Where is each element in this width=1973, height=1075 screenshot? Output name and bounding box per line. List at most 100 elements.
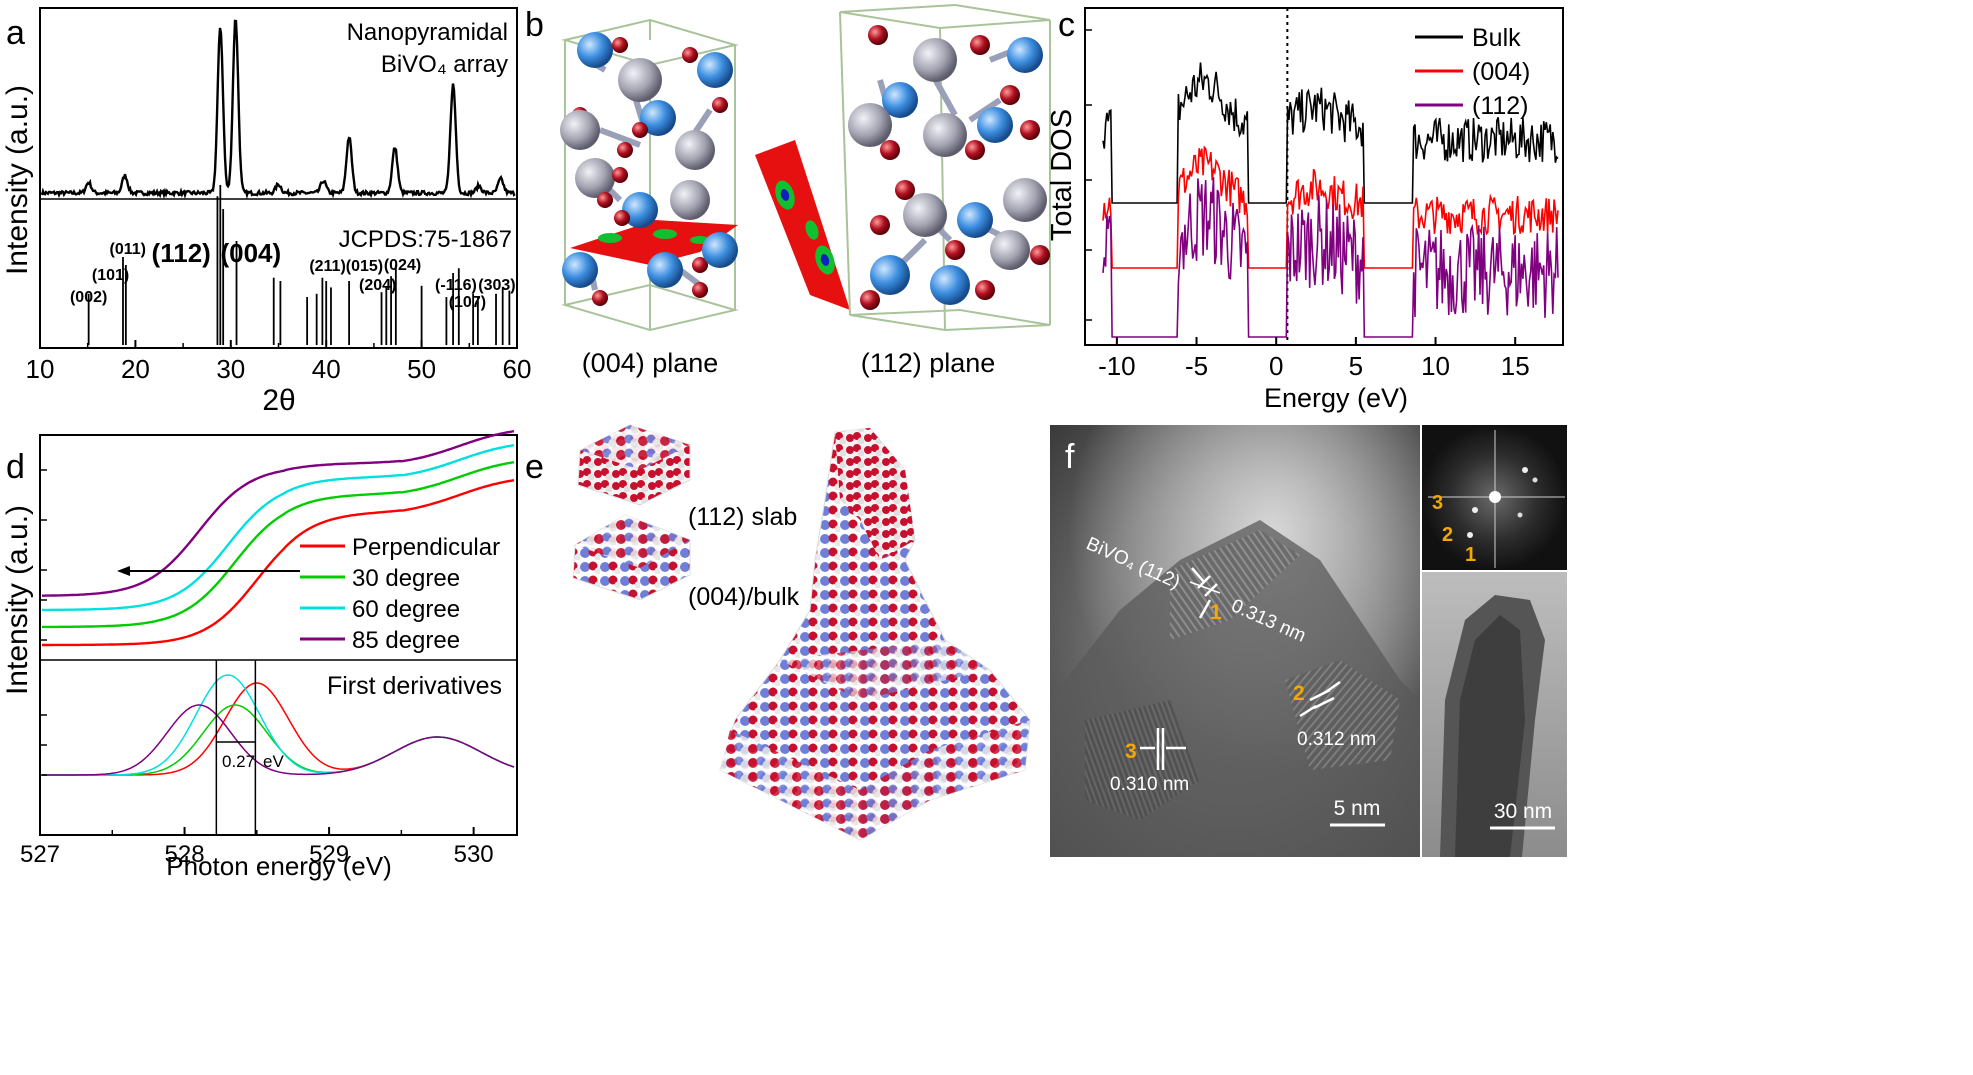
derivative-label: First derivatives: [327, 672, 502, 700]
panel-f: f BiVO₄ (112) 1 0.313 nm 2 0.312 nm 3 0.…: [1050, 425, 1567, 857]
fft-spot-2: 2: [1442, 524, 1453, 546]
hkl-annotations: (002) (101) (011) (112) (004) (211)(015) (204)…: [70, 238, 516, 311]
annotation-2: (011): [110, 241, 146, 258]
x-tick-label-a-5: 60: [503, 354, 532, 384]
shift-unit: eV: [263, 752, 284, 771]
spacing-label-2: 0.312 nm: [1297, 729, 1376, 750]
plane-004: [570, 220, 738, 265]
annotation-4: (004): [220, 238, 281, 268]
x-tick-label-c-1: -5: [1185, 351, 1208, 381]
lattice-fringes-3: [1085, 700, 1200, 820]
fft-spot-3: 3: [1432, 492, 1443, 514]
legend-c: Bulk (004) (112): [1415, 24, 1530, 120]
x-tick-label-a-1: 20: [121, 354, 150, 384]
spacing-label-3: 0.310 nm: [1110, 774, 1189, 795]
x-tick-label-d-1: 528: [165, 841, 205, 868]
annotation-9: (107): [449, 294, 486, 311]
annotation-10: (303): [478, 277, 515, 294]
x-tick-label-a-2: 30: [216, 354, 245, 384]
derivative-curves: [42, 674, 515, 776]
xanes-curve-1: [42, 461, 515, 629]
annotation-7: (024): [384, 257, 421, 274]
dos-112-line: [1102, 177, 1559, 338]
y-axis-label-c: Total DOS: [1046, 109, 1078, 241]
plot-frame-d: [39, 434, 518, 836]
fringe-number-3: 3: [1125, 740, 1137, 763]
dos-004-line: [1102, 145, 1559, 269]
y-axis-label-d: Intensity (a.u.): [1, 505, 34, 695]
y-axis-label-a: Intensity (a.u.): [1, 85, 34, 275]
panel-letter-c: c: [1058, 6, 1075, 44]
panel-letter-d: d: [6, 448, 25, 486]
panel-letter-f: f: [1065, 438, 1075, 476]
legend-label-004: (004): [1472, 58, 1530, 86]
legend-label-bulk: Bulk: [1472, 24, 1521, 52]
y-ticks-c: [1085, 29, 1092, 321]
x-tick-label-a-0: 10: [26, 354, 55, 384]
xanes-curve-0: [42, 479, 515, 647]
annotation-0: (002): [70, 289, 107, 306]
title-line1-a: Nanopyramidal: [347, 19, 508, 46]
panel-c: c Bulk (004) (112) -10 -5 0 5 10 15 Energy (e…: [1046, 6, 1564, 413]
x-axis-label-a: 2θ: [262, 384, 295, 417]
dos-bulk-line: [1102, 62, 1559, 204]
annotation-1: (101): [92, 267, 129, 284]
legend-label-d-3: 85 degree: [352, 627, 460, 654]
slab-004-model: [572, 514, 691, 601]
panel-a: a (002) (101) (011) (112) (004) (211)(015) (20…: [1, 7, 532, 417]
scale-label-main: 5 nm: [1334, 797, 1381, 820]
legend-label-d-1: 30 degree: [352, 565, 460, 592]
unit-cell-112: [839, 3, 1051, 332]
slab-112-model: [577, 424, 691, 506]
panel-b: b: [525, 3, 1051, 378]
xanes-curve-2: [42, 444, 515, 612]
x-tick-label-c-4: 10: [1421, 351, 1450, 381]
annotation-6: (204): [359, 277, 396, 294]
x-axis-label-d: Photon energy (eV): [166, 851, 391, 881]
x-tick-label-d-3: 530: [454, 841, 494, 868]
xanes-curve-3: [42, 430, 515, 597]
caption-112-plane: (112) plane: [861, 348, 996, 378]
annotation-3: (112): [152, 238, 211, 268]
fringe-number-1: 1: [1210, 601, 1222, 624]
x-ticks-a: 10 20 30 40 50 60: [26, 340, 532, 384]
panel-d: d Perpendicular 30 degree 60 degree 85 degr…: [1, 430, 518, 881]
nanopyramid-model: [719, 427, 1031, 841]
panel-letter-a: a: [6, 14, 25, 52]
panel-letter-b: b: [525, 6, 544, 44]
x-ticks-c: -10 -5 0 5 10 15: [1098, 337, 1530, 381]
spacing-marker-1: [1191, 567, 1218, 619]
x-tick-label-d-2: 529: [309, 841, 349, 868]
reference-lines: [87, 185, 511, 345]
x-tick-label-c-0: -10: [1098, 351, 1136, 381]
x-axis-label-c: Energy (eV): [1264, 383, 1408, 413]
legend-d: Perpendicular 30 degree 60 degree 85 degree: [300, 534, 500, 654]
shift-value: 0.27: [222, 752, 255, 771]
x-tick-label-c-5: 15: [1501, 351, 1530, 381]
xrd-pattern-line: [40, 19, 516, 200]
plot-frame-c: [1084, 7, 1564, 346]
scale-label-inset: 30 nm: [1494, 800, 1552, 823]
fft-spot-1: 1: [1465, 544, 1476, 566]
legend-label-112: (112): [1472, 92, 1529, 120]
x-ticks-d: 527 528 529 530: [20, 469, 494, 868]
bulk-004-label: (004)/bulk: [688, 583, 800, 611]
xanes-curves: [42, 430, 515, 647]
caption-004-plane: (004) plane: [582, 348, 719, 378]
cut-plane: [755, 140, 850, 310]
reference-label-a: JCPDS:75-1867: [339, 226, 512, 253]
unit-cell-004: [560, 18, 739, 332]
x-tick-label-d-0: 527: [20, 841, 60, 868]
panel-letter-e: e: [525, 448, 544, 486]
spacing-marker-2: [1299, 680, 1341, 718]
fringe-number-2: 2: [1293, 682, 1305, 705]
panel-e: e (112) slab (004)/bulk: [525, 424, 1031, 841]
lattice-fringes-2: [1285, 660, 1400, 770]
annotation-5: (211)(015): [309, 258, 383, 275]
spacing-marker-3: [1140, 728, 1186, 770]
x-tick-label-c-2: 0: [1269, 351, 1283, 381]
annotation-8: (-116): [435, 277, 477, 294]
derivative-curve-3: [42, 704, 515, 776]
legend-label-d-0: Perpendicular: [352, 534, 500, 561]
